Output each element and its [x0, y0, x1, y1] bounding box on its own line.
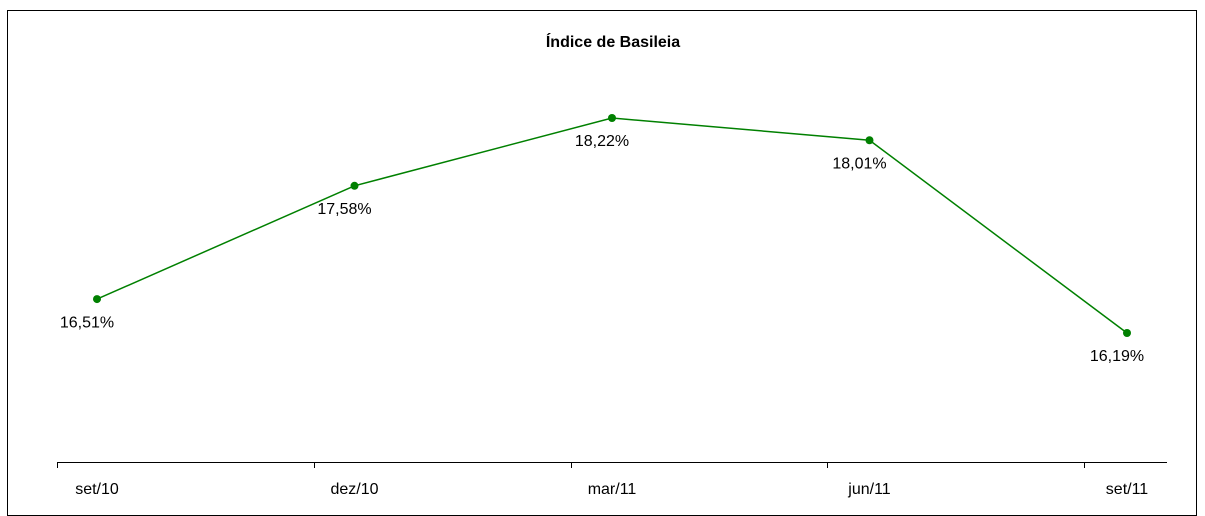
- data-label: 16,19%: [1090, 348, 1144, 365]
- x-tick-label: set/11: [1106, 481, 1149, 498]
- x-tick-label: mar/11: [588, 481, 637, 498]
- data-label: 17,58%: [317, 201, 371, 218]
- data-point: [93, 295, 101, 304]
- data-label: 18,01%: [832, 155, 886, 172]
- data-point: [350, 181, 359, 190]
- x-tick-label: dez/10: [330, 481, 378, 498]
- data-point: [608, 114, 616, 122]
- x-axis: [57, 462, 1167, 468]
- x-tick-label: set/10: [75, 481, 119, 498]
- data-point: [865, 136, 874, 145]
- chart-frame: [7, 10, 1197, 516]
- data-label: 18,22%: [575, 133, 629, 150]
- data-point: [1123, 329, 1131, 337]
- data-label: 16,51%: [60, 314, 114, 331]
- chart-title: Índice de Basileia: [546, 32, 680, 51]
- x-tick-label: jun/11: [847, 481, 891, 498]
